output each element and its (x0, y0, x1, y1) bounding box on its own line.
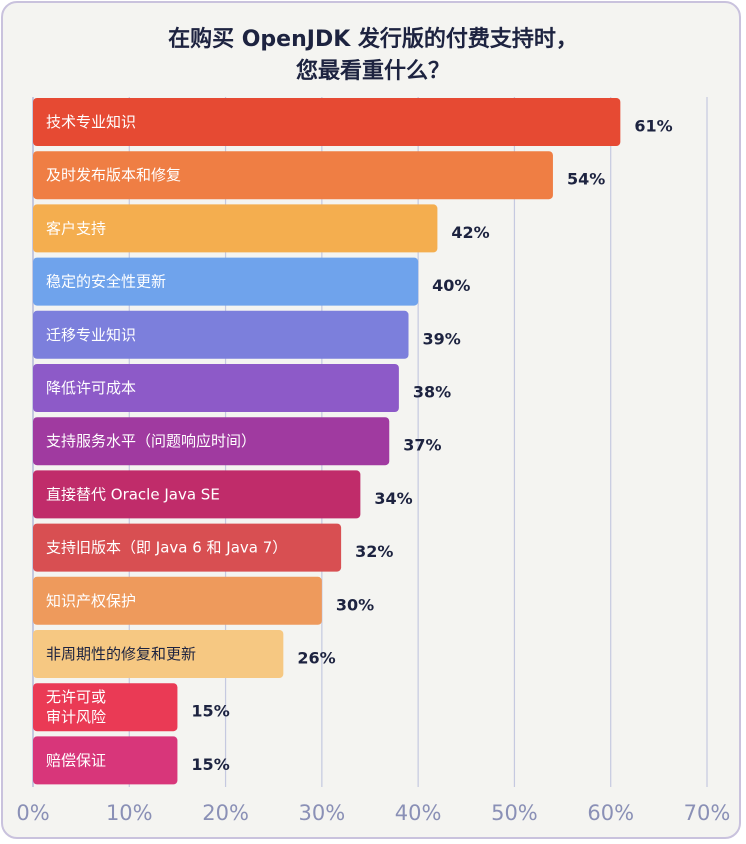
chart-title-line-2: 您最看重什么？ (295, 59, 450, 84)
bar (33, 364, 399, 412)
x-tick-label: 50% (491, 801, 538, 825)
bar (33, 151, 553, 200)
bar-category-label: 客户支持 (46, 219, 106, 237)
bar-group: 迁移专业知识 39% (33, 310, 461, 359)
bar-value-label: 15% (191, 702, 229, 721)
bar (33, 310, 409, 359)
bar (33, 98, 621, 146)
bar-group: 支持旧版本（即 Java 6 和 Java 7） 32% (33, 523, 393, 572)
x-tick-label: 60% (587, 801, 634, 825)
bar (33, 576, 322, 625)
bar-category-label: 非周期性的修复和更新 (46, 645, 196, 663)
bar (33, 470, 361, 519)
bar-group: 赔偿保证 15% (33, 736, 230, 785)
x-tick-label: 70% (684, 801, 731, 825)
bar-group: 及时发布版本和修复 54% (33, 151, 605, 200)
bar-value-label: 61% (634, 117, 672, 136)
bar-value-label: 40% (432, 276, 470, 295)
x-axis-ticks: 0% 10% 20% 30% 40% 50% 60% 70% (16, 801, 730, 825)
bar-category-label: 稳定的安全性更新 (46, 273, 166, 291)
x-tick-label: 40% (395, 801, 442, 825)
bar (33, 257, 419, 306)
bar (33, 683, 178, 732)
bar-category-label: 及时发布版本和修复 (46, 166, 181, 184)
bar (33, 417, 390, 466)
x-tick-label: 30% (299, 801, 346, 825)
bar-value-label: 39% (423, 329, 461, 348)
bar-group: 直接替代 Oracle Java SE 34% (33, 470, 413, 519)
bar-value-label: 54% (567, 170, 605, 189)
bar-value-label: 30% (336, 595, 374, 614)
bar-category-label: 支持旧版本（即 Java 6 和 Java 7） (46, 539, 287, 557)
bar-category-label: 直接替代 Oracle Java SE (46, 485, 220, 503)
bar-category-label: 知识产权保护 (46, 592, 136, 610)
bar-group: 客户支持 42% (33, 204, 490, 253)
bar-category-label: 降低许可成本 (46, 379, 136, 397)
bar (33, 204, 438, 253)
bar-value-label: 32% (355, 542, 393, 561)
bar-value-label: 38% (413, 383, 451, 402)
bar-value-label: 42% (451, 223, 489, 242)
bar-group: 支持服务水平（问题响应时间） 37% (33, 417, 442, 466)
bar-group: 降低许可成本 38% (33, 364, 451, 412)
bar-group: 知识产权保护 30% (33, 576, 374, 625)
bar-value-label: 37% (403, 436, 441, 455)
bar-category-label: 支持服务水平（问题响应时间） (46, 432, 256, 450)
bar-category-label: 赔偿保证 (46, 751, 106, 769)
bar (33, 523, 342, 572)
bar-category-label: 审计风险 (46, 708, 106, 726)
chart-title-line-1: 在购买 OpenJDK 发行版的付费支持时， (168, 27, 578, 52)
bar-category-label: 无许可或 (46, 688, 106, 706)
bar-value-label: 26% (297, 649, 335, 668)
bar-value-label: 15% (191, 755, 229, 774)
bar-group: 稳定的安全性更新 40% (33, 257, 470, 306)
bar (33, 736, 178, 785)
bar-group: 技术专业知识 61% (33, 98, 673, 146)
x-tick-label: 10% (106, 801, 153, 825)
chart-title: 在购买 OpenJDK 发行版的付费支持时， 您最看重什么？ (0, 24, 746, 88)
bar-value-label: 34% (374, 489, 412, 508)
bar-category-label: 迁移专业知识 (46, 326, 136, 344)
x-tick-label: 0% (16, 801, 49, 825)
x-tick-label: 20% (202, 801, 249, 825)
bar-category-label: 技术专业知识 (46, 113, 136, 131)
bars: 技术专业知识 61% 及时发布版本和修复 54% 客户支持 42% 稳定的安全性更新 40% 迁… (33, 98, 673, 785)
bar-group: 非周期性的修复和更新 26% (33, 630, 336, 678)
bar (33, 630, 284, 678)
